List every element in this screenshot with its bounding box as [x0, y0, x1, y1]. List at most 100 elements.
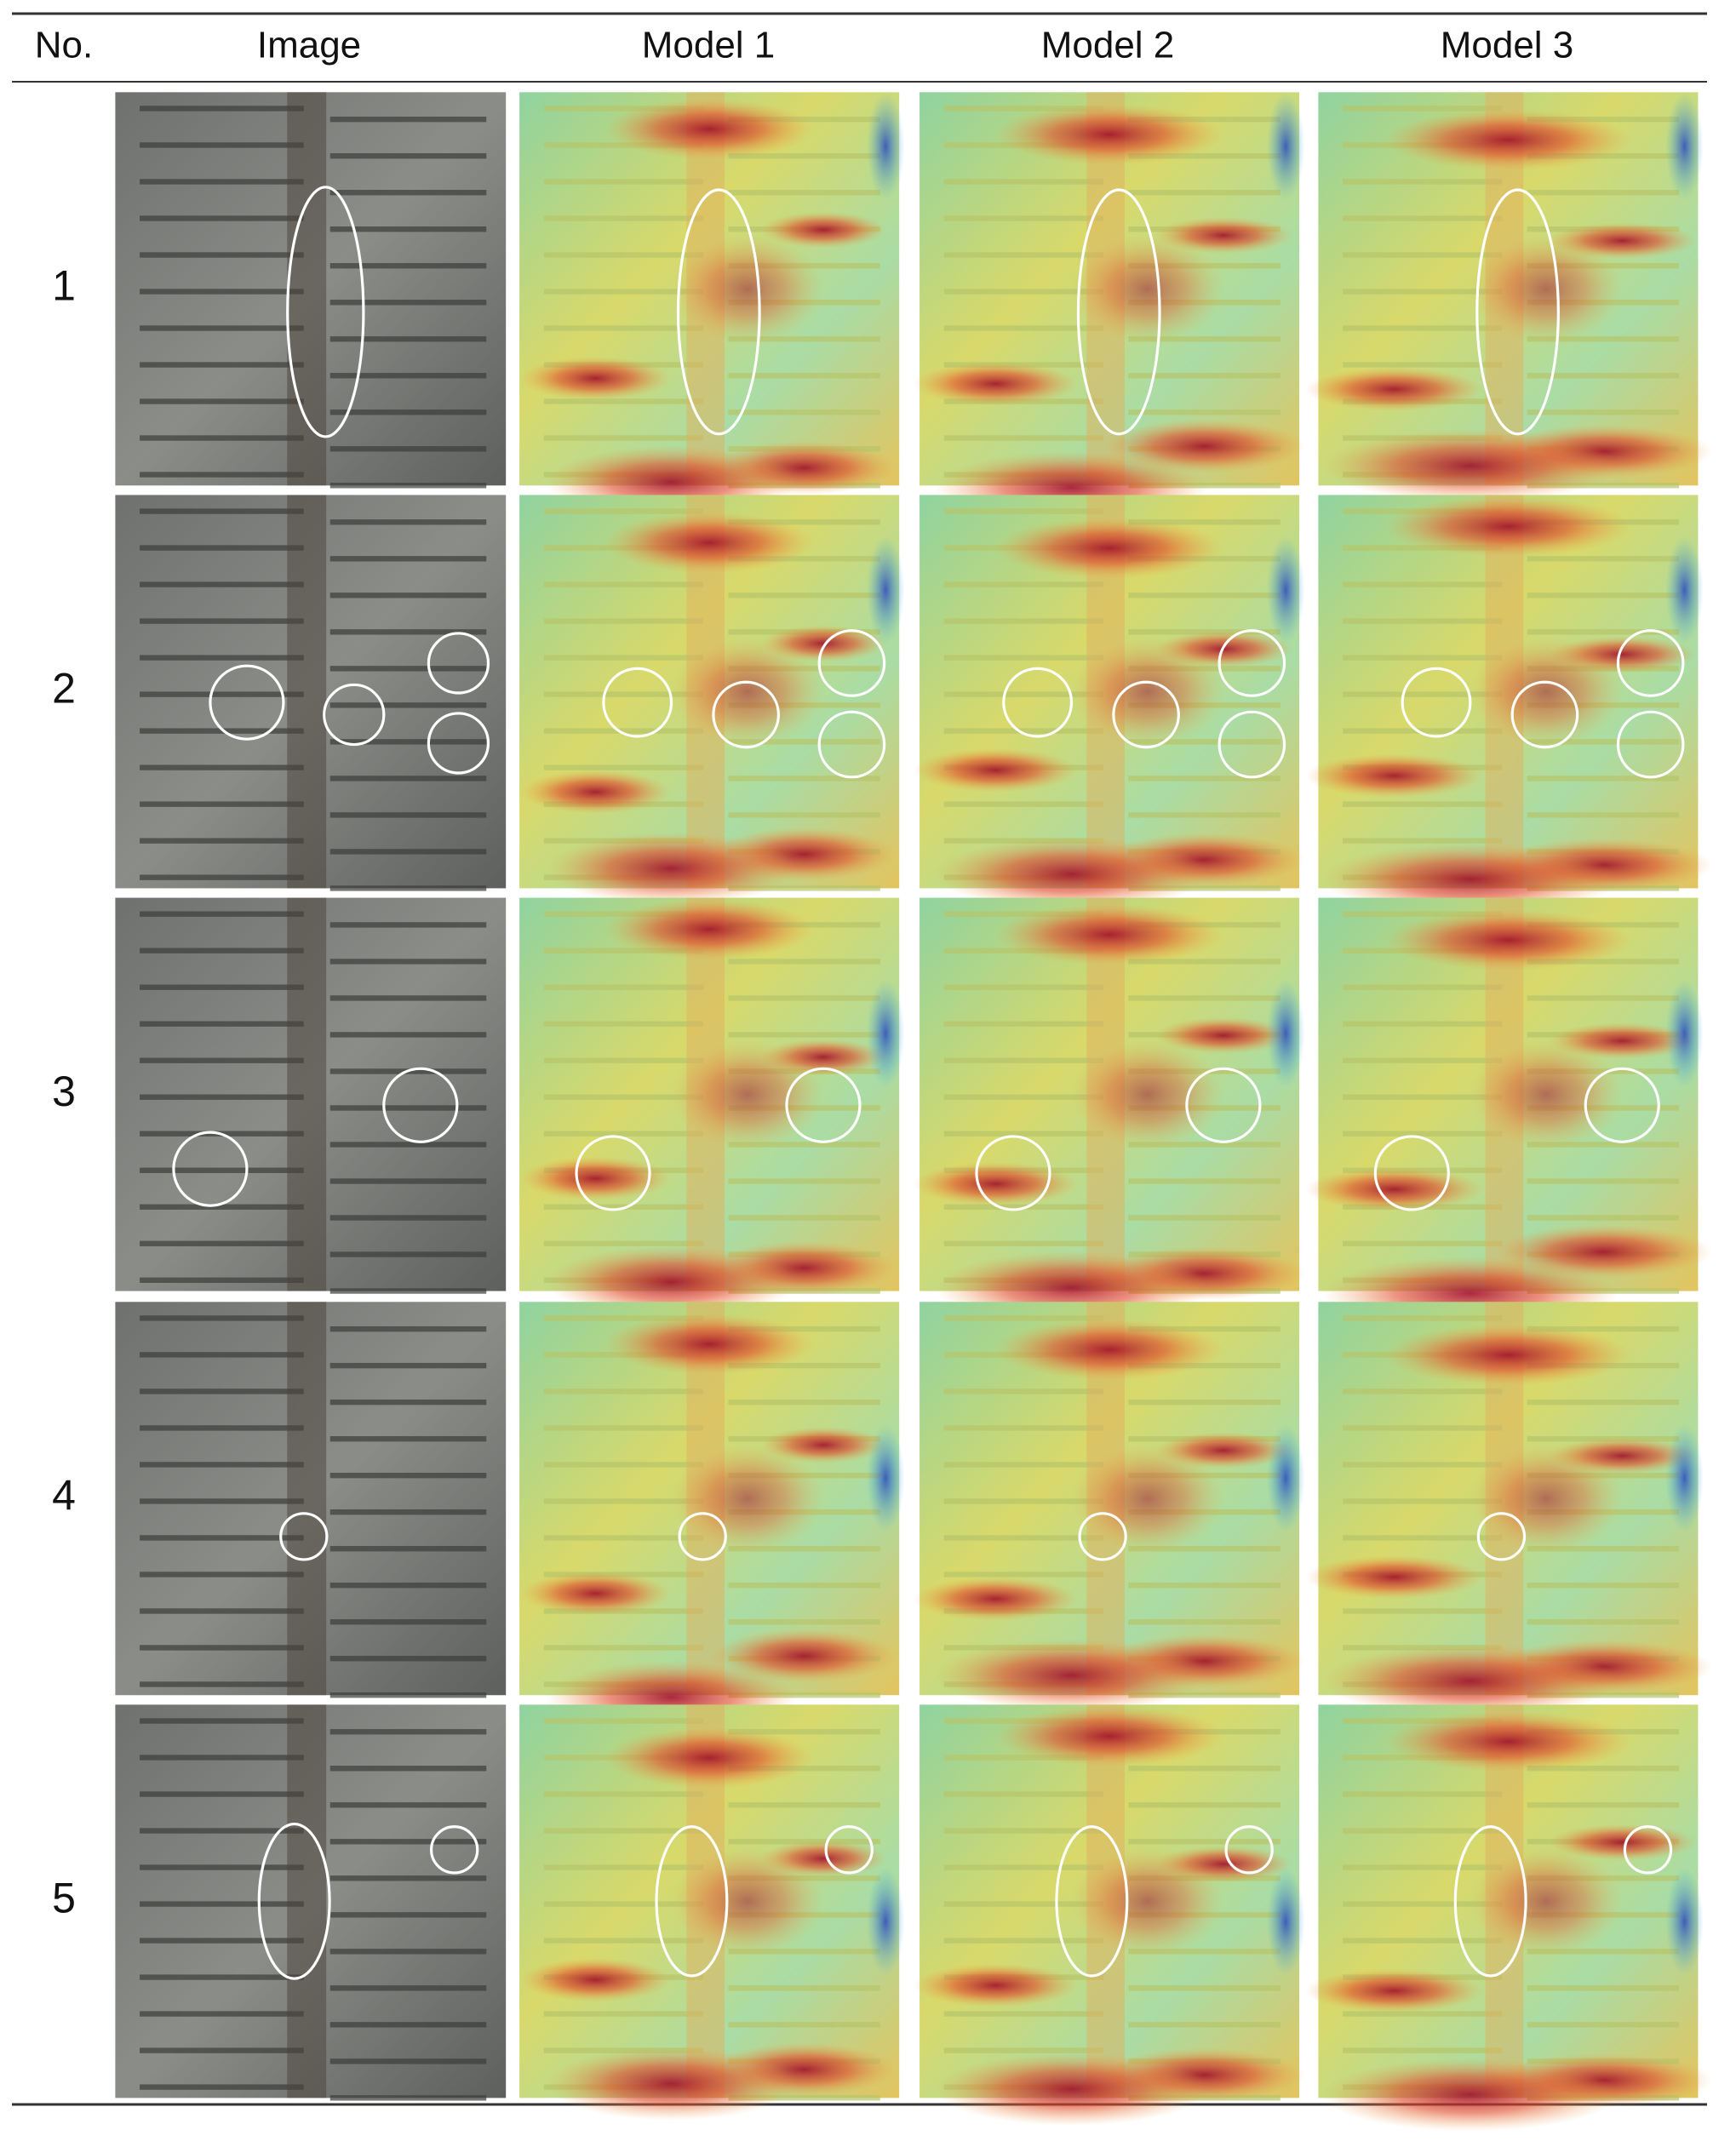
annotation-circle: [172, 1131, 249, 1207]
tile-edge: [329, 629, 487, 635]
heat-blob: [671, 637, 823, 747]
column-header: Image: [257, 25, 361, 66]
gap: [287, 495, 327, 889]
cold-blob: [1665, 535, 1704, 644]
column-header: Model 1: [642, 25, 776, 66]
tile-edge: [1128, 995, 1281, 1001]
tile-edge: [140, 435, 304, 441]
tile-edge: [1343, 1388, 1503, 1394]
tile-edge: [329, 446, 487, 452]
tile-edge: [943, 984, 1104, 990]
tile-edge: [329, 1178, 487, 1184]
heat-blob: [995, 1319, 1223, 1381]
tile-edge: [140, 1094, 304, 1100]
tile-edge: [140, 2047, 304, 2053]
tile-edge: [543, 325, 704, 331]
tile-edge: [1128, 1949, 1281, 1955]
tile-edge: [140, 2084, 304, 2090]
tile-edge: [728, 153, 880, 159]
tile-edge: [329, 1215, 487, 1221]
heat-blob: [1384, 109, 1632, 171]
tile-edge: [329, 2095, 487, 2101]
tile-edge: [1527, 776, 1680, 782]
tile-edge: [728, 959, 880, 965]
tile-edge: [728, 556, 880, 562]
tile-edge: [329, 1142, 487, 1148]
heat-blob: [995, 904, 1223, 965]
tile-edge: [543, 1388, 704, 1394]
heat-blob: [1470, 1444, 1623, 1553]
tile-edge: [140, 581, 304, 587]
tile-edge: [140, 1021, 304, 1027]
tile-edge: [728, 1178, 880, 1184]
cold-blob: [1266, 1423, 1305, 1533]
tile-edge: [543, 1645, 704, 1651]
tile-edge: [329, 1766, 487, 1772]
cold-blob: [1266, 979, 1305, 1088]
heatmap-cell: [519, 897, 905, 1320]
tile-edge: [329, 153, 487, 159]
tile-edge: [329, 1251, 487, 1257]
tile-edge: [543, 398, 704, 404]
tile-edge: [1128, 1142, 1281, 1148]
annotation-circle: [382, 1067, 459, 1143]
tile-edge: [1527, 739, 1680, 745]
annotation-ellipse: [286, 186, 365, 438]
annotation-ellipse: [1055, 1825, 1129, 1978]
tile-edge: [329, 1399, 487, 1406]
tile-edge: [943, 1572, 1104, 1577]
tile-edge: [943, 801, 1104, 807]
heat-blob: [604, 512, 814, 574]
annotation-circle: [1217, 629, 1286, 697]
tile-edge: [1128, 153, 1281, 159]
heat-blob: [1071, 1039, 1223, 1149]
tile-edge: [1527, 409, 1680, 415]
annotation-circle: [824, 1825, 874, 1875]
tile-edge: [140, 1204, 304, 1210]
tile-edge: [329, 1472, 487, 1479]
annotation-circle: [1185, 1067, 1262, 1143]
tile-edge: [329, 1912, 487, 1918]
tile-edge: [728, 776, 880, 782]
heat-blob: [1321, 843, 1619, 917]
photo-cell: [115, 1302, 507, 1698]
tile-edge: [1343, 2047, 1503, 2053]
heat-blob: [1321, 429, 1619, 503]
column-header: Model 2: [1041, 25, 1175, 66]
tile-edge: [1527, 1985, 1680, 1991]
tile-edge: [543, 1094, 704, 1100]
annotation-circle: [975, 1135, 1051, 1211]
tile-edge: [140, 1498, 304, 1504]
tile-edge: [329, 2022, 487, 2028]
tile-edge: [329, 2058, 487, 2064]
cold-blob: [1665, 92, 1704, 201]
cold-blob: [1665, 979, 1704, 1088]
annotation-ellipse: [1453, 1825, 1527, 1978]
tile-edge: [140, 1572, 304, 1577]
tile-edge: [1128, 812, 1281, 818]
annotation-circle: [1401, 667, 1472, 738]
tile-edge: [1527, 336, 1680, 342]
heat-blob: [1071, 1846, 1223, 1956]
row-number: 3: [52, 1068, 76, 1115]
tile-edge: [943, 1425, 1104, 1431]
tile-edge: [543, 1057, 704, 1063]
heat-blob: [995, 518, 1223, 579]
tile-edge: [329, 702, 487, 708]
tile-edge: [140, 252, 304, 258]
tile-edge: [728, 409, 880, 415]
tile-edge: [1343, 362, 1503, 368]
tile-edge: [329, 1288, 487, 1294]
tile-edge: [1527, 1583, 1680, 1589]
tile-edge: [1128, 593, 1281, 598]
tile-edge: [728, 1583, 880, 1589]
heat-blob: [995, 1705, 1223, 1767]
tile-edge: [1527, 190, 1680, 196]
annotation-circle: [427, 712, 490, 775]
tile-edge: [1343, 618, 1503, 624]
annotation-circle: [1476, 1512, 1527, 1561]
tile-edge: [543, 618, 704, 624]
tile-edge: [943, 289, 1104, 295]
tile-edge: [543, 1462, 704, 1468]
tile-edge: [329, 556, 487, 562]
